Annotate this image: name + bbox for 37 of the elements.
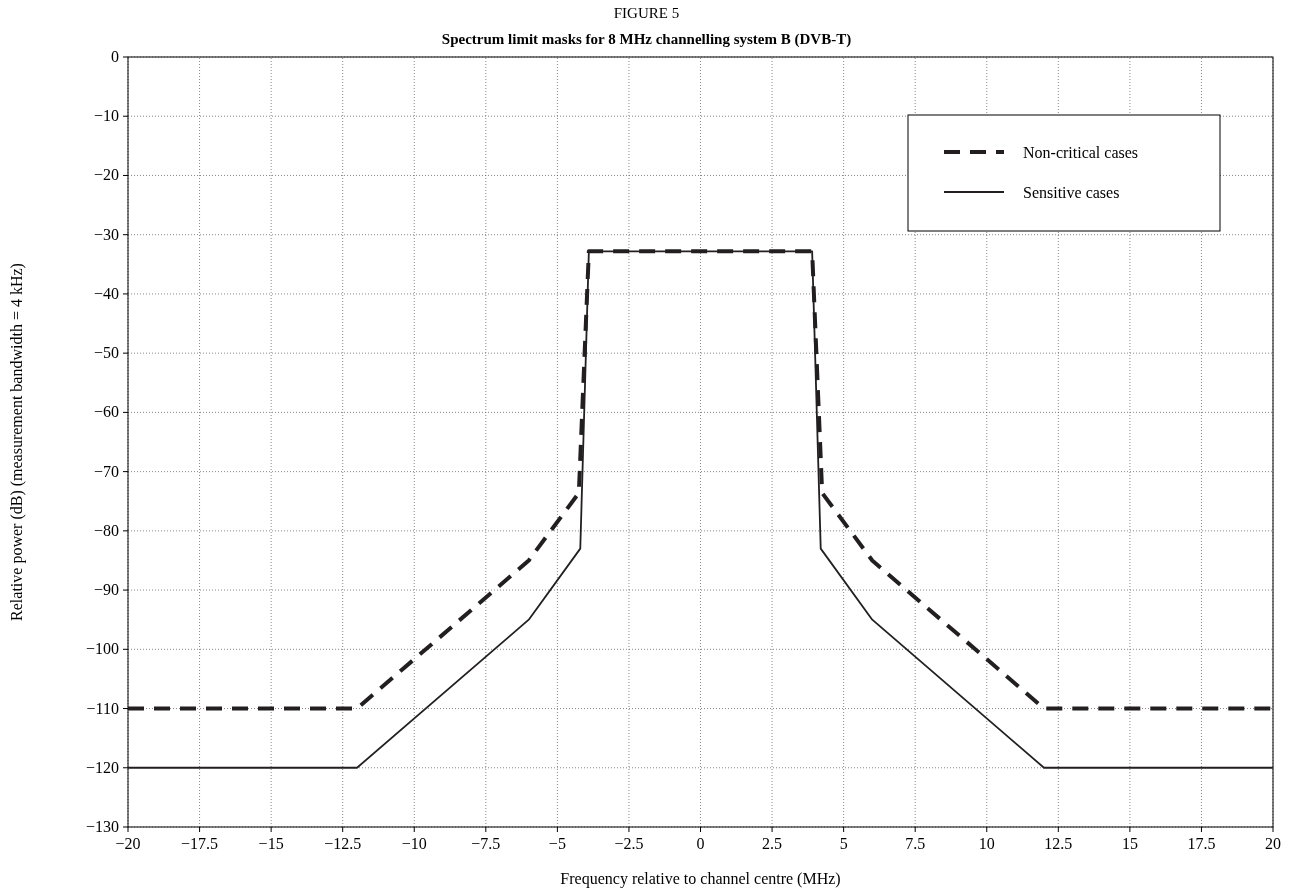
x-tick-label: 7.5: [905, 835, 926, 852]
y-tick-label: −110: [86, 699, 119, 717]
y-axis-title: Relative power (dB) (measurement bandwidth = 4 kHz): [8, 263, 26, 621]
chart-subtitle: Spectrum limit masks for 8 MHz channelling system B (DVB-T): [441, 31, 852, 48]
y-tick-label: −20: [93, 166, 119, 184]
x-tick-label: 20: [1265, 835, 1281, 852]
y-tick-label: −120: [85, 758, 119, 776]
x-tick-label: −17.5: [181, 835, 219, 852]
y-tick-label: −100: [85, 640, 119, 658]
chart-title: FIGURE 5: [613, 5, 680, 21]
y-tick-label: −130: [85, 818, 119, 835]
y-tick-label: −30: [93, 225, 119, 243]
x-tick-label: −12.5: [324, 835, 362, 852]
x-tick-label: −10: [401, 835, 427, 852]
x-axis-title: Frequency relative to channel centre (MHz): [560, 870, 841, 888]
y-tick-label: −70: [93, 462, 119, 480]
x-tick-label: 2.5: [762, 835, 783, 852]
x-tick-label: 17.5: [1187, 835, 1216, 852]
x-tick-label: 0: [696, 835, 705, 852]
x-tick-label: 12.5: [1044, 835, 1073, 852]
x-tick-label: −5: [548, 835, 566, 852]
x-tick-label: −2.5: [614, 835, 644, 852]
y-tick-label: −50: [93, 344, 119, 362]
y-tick-label: −10: [93, 107, 119, 125]
x-tick-label: 5: [839, 835, 848, 852]
x-tick-label: 10: [978, 835, 995, 852]
y-tick-label: −90: [93, 581, 119, 599]
x-tick-label: −7.5: [471, 835, 501, 852]
x-tick-label: −20: [115, 835, 141, 852]
y-tick-label: −80: [93, 521, 119, 539]
x-tick-label: 15: [1121, 835, 1138, 852]
legend-label: Non-critical cases: [1023, 144, 1139, 161]
y-tick-label: 0: [111, 48, 119, 65]
y-tick-label: −60: [93, 403, 119, 421]
legend-label: Sensitive cases: [1023, 184, 1120, 201]
x-tick-label: −15: [258, 835, 284, 852]
y-tick-label: −40: [93, 284, 119, 302]
